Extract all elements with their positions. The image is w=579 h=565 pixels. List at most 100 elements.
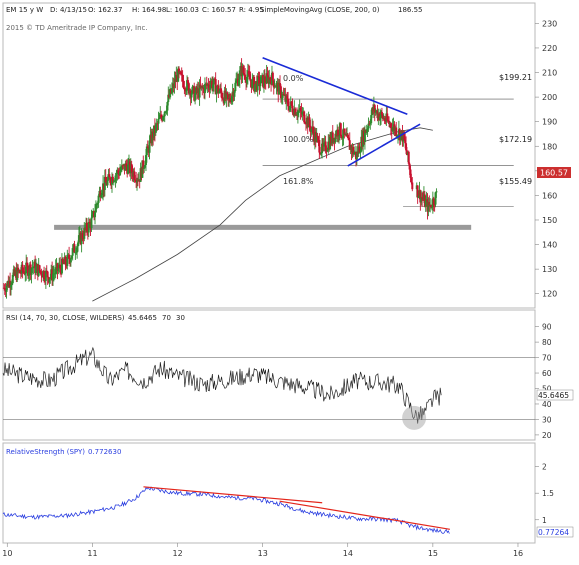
candle-body: [94, 205, 97, 213]
x-tick-label: 15: [428, 549, 438, 558]
candle-body: [32, 267, 35, 269]
candle-body: [203, 84, 206, 94]
candle-body: [90, 217, 93, 229]
candle-body: [399, 132, 402, 141]
candle-body: [5, 286, 8, 292]
candle-body: [178, 68, 181, 73]
candle-body: [127, 164, 130, 174]
price-panel: [2, 2, 536, 309]
candle-body: [61, 258, 64, 263]
candle-body: [71, 248, 74, 256]
candle-body: [279, 86, 282, 99]
candle-body: [370, 115, 373, 124]
candle-body: [343, 128, 346, 135]
candle-body: [310, 129, 313, 132]
candle-body: [379, 116, 382, 120]
candle-body: [325, 151, 328, 153]
candle-body: [359, 151, 362, 153]
rsi-label[interactable]: RSI (14, 70, 30, CLOSE, WILDERS): [6, 314, 125, 322]
candle-body: [301, 111, 304, 115]
candle-body: [318, 139, 321, 153]
candle-body: [428, 201, 431, 207]
candle-body: [269, 77, 272, 80]
candle-body: [294, 108, 297, 116]
candle-body: [281, 93, 284, 98]
candle-body: [278, 83, 281, 95]
candle-body: [80, 233, 83, 245]
rs-tick-label: 1.5: [542, 489, 554, 498]
candle-body: [191, 86, 194, 94]
candle-body: [167, 94, 170, 103]
candle-body: [111, 176, 114, 183]
candle-body: [251, 78, 254, 88]
candle-body: [53, 273, 56, 275]
candle-body: [19, 272, 22, 274]
candle-body: [225, 92, 228, 99]
candle-body: [27, 272, 30, 276]
candle-body: [82, 238, 85, 240]
price-tick-label: 220: [542, 44, 557, 53]
rs-label[interactable]: RelativeStrength (SPY): [6, 448, 85, 456]
candle-body: [183, 87, 186, 89]
candle-body: [290, 101, 293, 106]
candle-body: [347, 137, 350, 141]
candle-body: [235, 80, 238, 83]
candle-body: [46, 271, 49, 278]
candle-body: [430, 204, 433, 208]
candle-body: [409, 169, 412, 178]
candle-body: [109, 177, 112, 183]
candle-body: [64, 256, 67, 265]
candle-body: [237, 79, 240, 86]
candle-body: [163, 111, 166, 117]
study-label[interactable]: SimpleMovingAvg (CLOSE, 200, 0): [260, 6, 380, 14]
rs-trendline: [143, 486, 323, 504]
candle-body: [186, 80, 189, 91]
candle-body: [77, 242, 80, 247]
candle-body: [124, 163, 127, 171]
fib-0-label: 0.0%: [283, 74, 304, 83]
candle-body: [230, 96, 233, 103]
candle-body: [383, 118, 386, 122]
candle-body: [367, 123, 370, 129]
candle-body: [405, 143, 408, 151]
rsi-value-label: 45.6465: [128, 314, 157, 322]
candle-body: [215, 88, 218, 95]
candle-body: [106, 179, 109, 186]
candle-body: [94, 212, 97, 218]
candle-body: [340, 136, 343, 139]
support-band: [54, 224, 472, 230]
candle-body: [162, 116, 165, 117]
candle-body: [143, 167, 146, 169]
candle-body: [113, 180, 116, 182]
candle-body: [45, 270, 48, 272]
candle-body: [312, 126, 315, 134]
candle-body: [407, 151, 410, 164]
candle-body: [324, 141, 327, 152]
candle-body: [170, 88, 173, 93]
candle-body: [326, 150, 329, 152]
candle-body: [136, 179, 139, 183]
candle-body: [346, 134, 349, 138]
x-tick-label: 10: [2, 549, 12, 558]
candle-body: [43, 270, 46, 279]
candle-body: [165, 110, 168, 112]
candle-body: [263, 76, 266, 83]
symbol-label[interactable]: EM 15 y W: [6, 6, 43, 14]
candle-body: [38, 265, 41, 271]
study-value: 186.55: [398, 6, 423, 14]
candle-body: [81, 233, 84, 239]
rsi-tick-label: 80: [542, 338, 552, 347]
candle-body: [157, 118, 160, 124]
candle-body: [434, 192, 437, 205]
price-tick-label: 140: [542, 241, 557, 250]
candle-body: [389, 123, 392, 128]
candle-body: [258, 76, 261, 87]
candle-body: [339, 123, 342, 137]
price-tick-label: 120: [542, 290, 557, 299]
copyright-text: 2015 © TD Ameritrade IP Company, Inc.: [6, 24, 148, 32]
candle-body: [164, 111, 167, 113]
candle-body: [279, 83, 282, 87]
candle-body: [369, 123, 372, 125]
